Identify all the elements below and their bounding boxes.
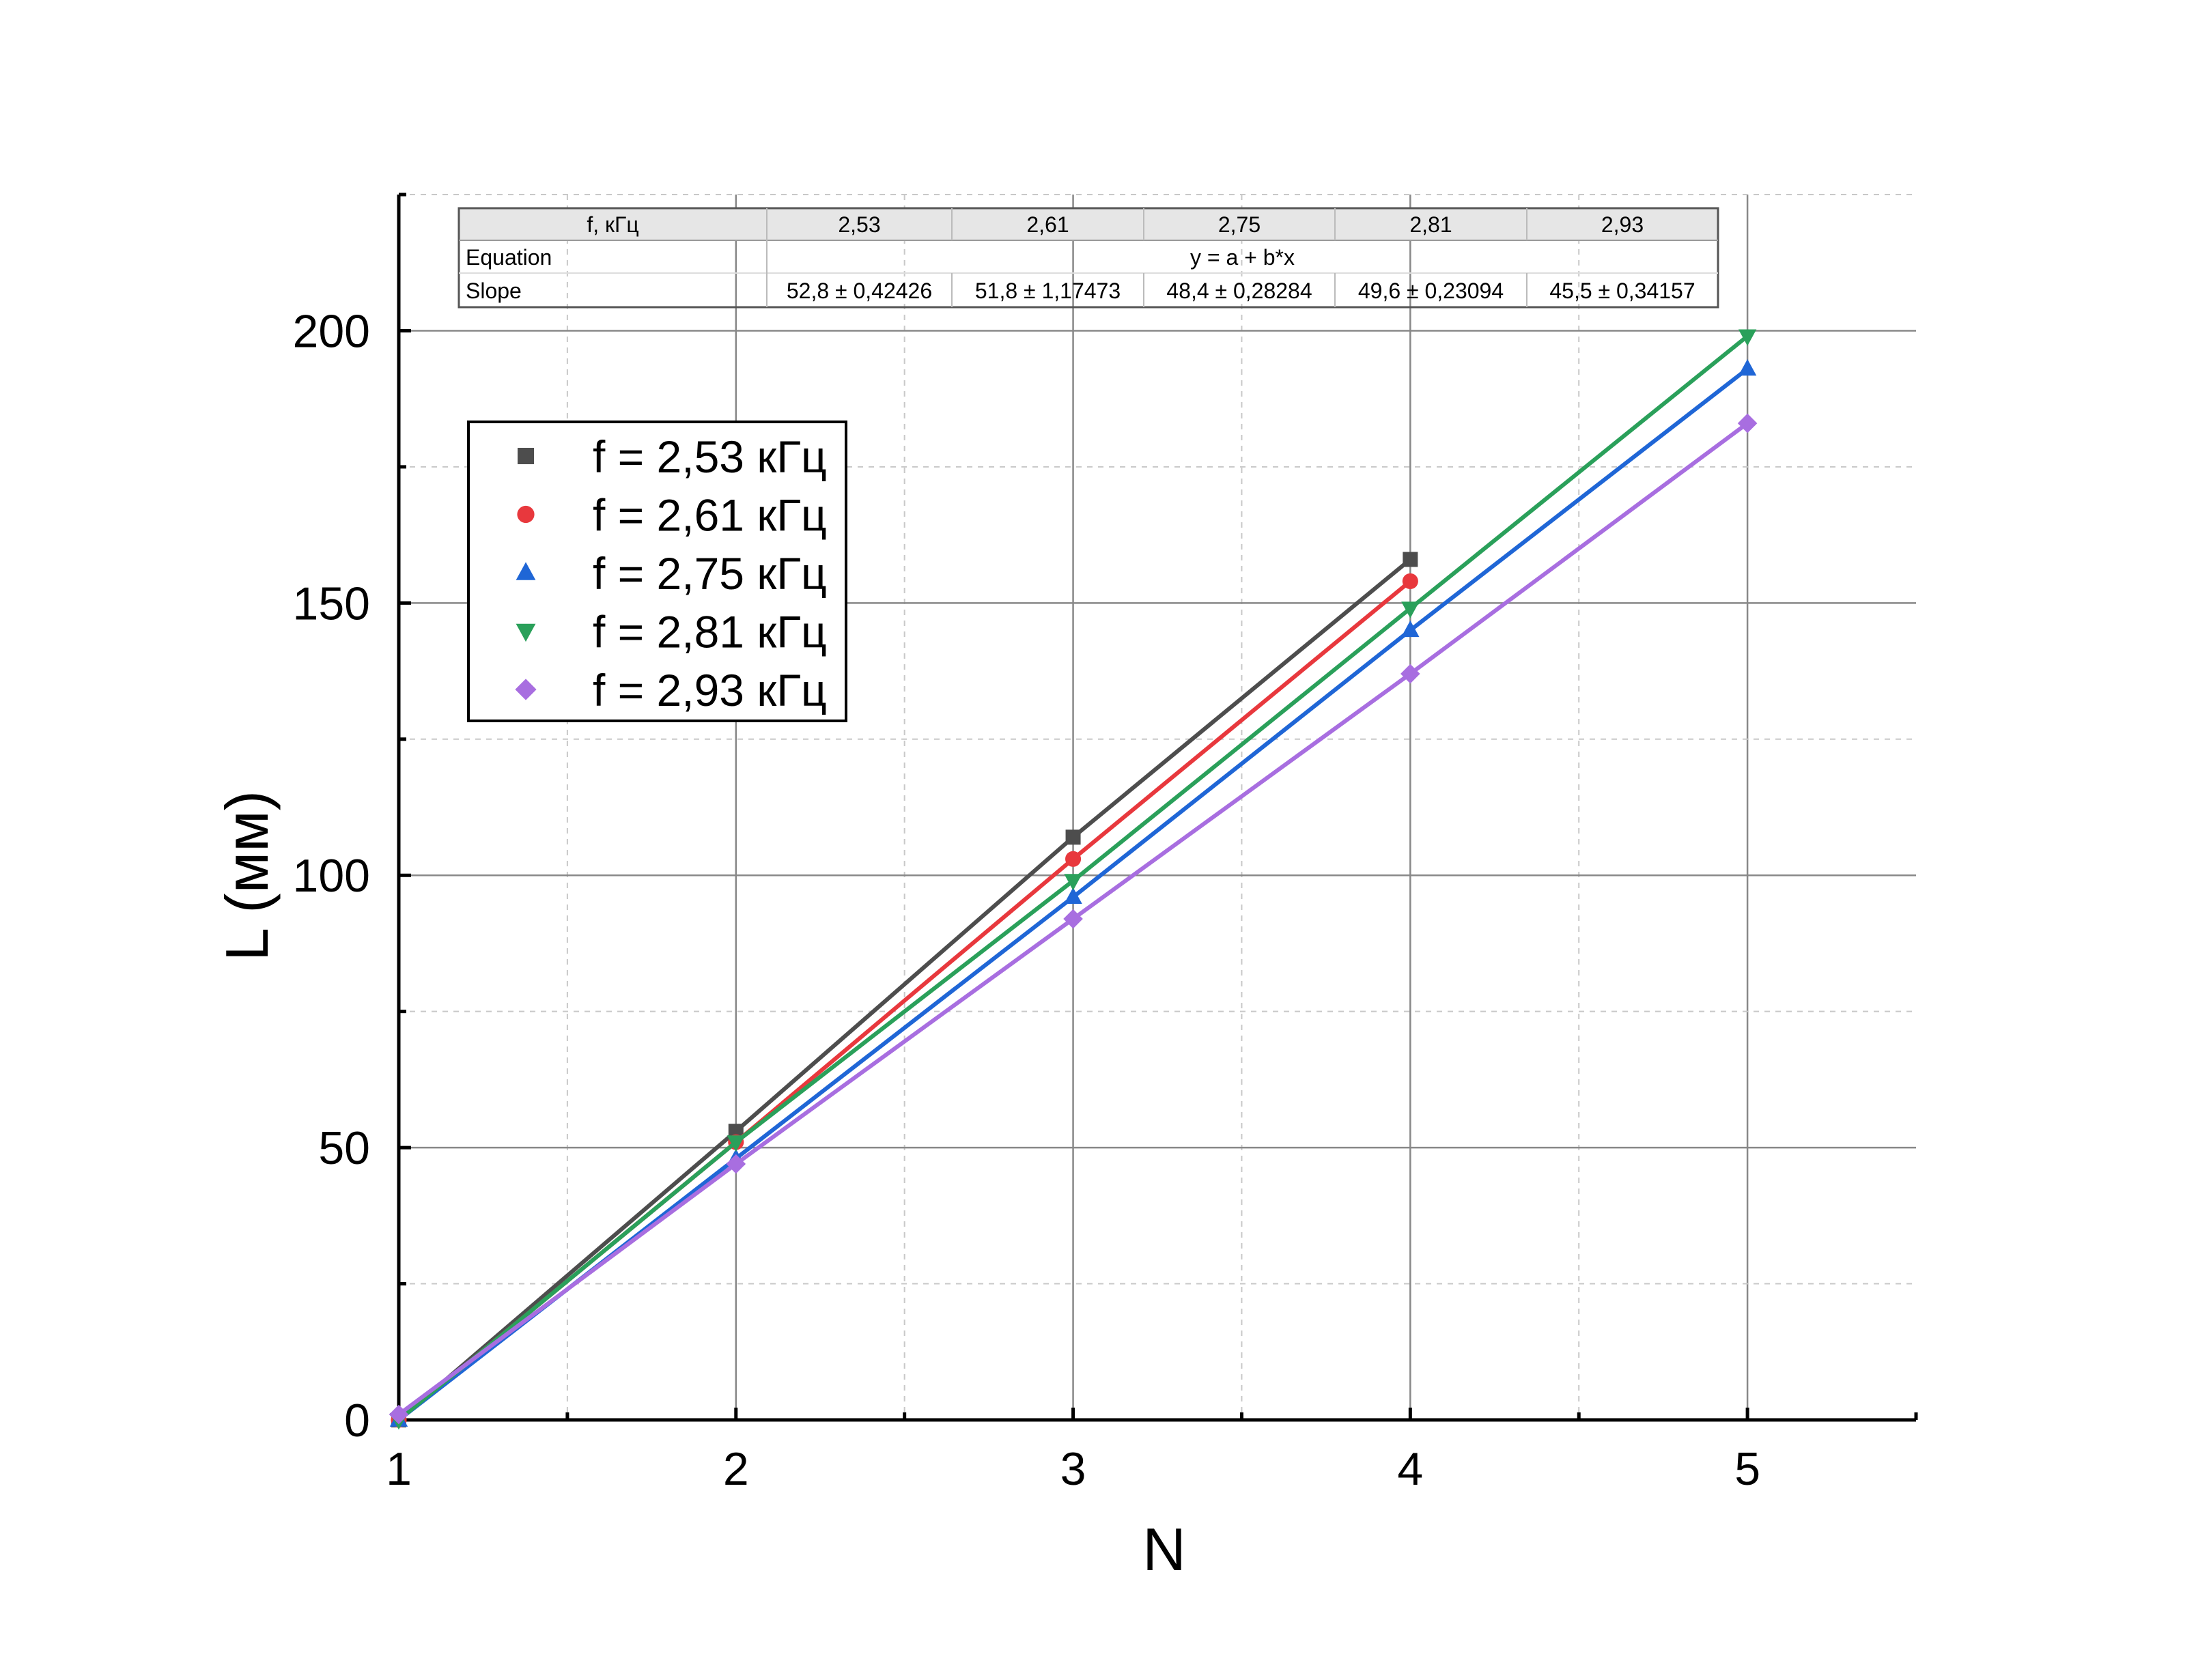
legend-marker (517, 506, 534, 523)
y-tick-label: 100 (293, 850, 370, 902)
legend-label: f = 2,93 кГц (593, 665, 827, 715)
data-point (1065, 851, 1081, 867)
x-tick-label: 3 (1060, 1443, 1086, 1495)
y-tick-label: 200 (293, 305, 370, 357)
grid-lines (399, 195, 1916, 1420)
legend-label: f = 2,53 кГц (593, 431, 827, 482)
y-tick-label: 0 (344, 1395, 370, 1447)
data-point (1066, 829, 1081, 844)
fit-table-equation: y = a + b*x (1190, 245, 1295, 270)
x-tick-label: 2 (723, 1443, 749, 1495)
x-tick-label: 4 (1397, 1443, 1423, 1495)
fit-table-slope-cell: 49,6 ± 0,23094 (1358, 279, 1504, 303)
fit-table-slope-cell: 52,8 ± 0,42426 (787, 279, 932, 303)
x-axis-title: N (1142, 1515, 1186, 1583)
fit-table-slope-cell: 48,4 ± 0,28284 (1166, 279, 1312, 303)
legend-label: f = 2,81 кГц (593, 607, 827, 657)
y-tick-label: 150 (293, 578, 370, 629)
fit-table-header-bg (459, 208, 1718, 240)
fit-table-header-cell: f, кГц (587, 212, 638, 237)
data-point (1738, 359, 1756, 375)
fit-table-equation-label: Equation (466, 245, 552, 270)
legend-marker (518, 448, 534, 464)
legend-label: f = 2,75 кГц (593, 548, 827, 599)
fit-table-header-cell: 2,81 (1409, 212, 1452, 237)
fit-table-header-cell: 2,53 (838, 212, 880, 237)
x-tick-label: 1 (386, 1443, 412, 1495)
fit-table-slope-label: Slope (466, 279, 522, 303)
data-point (1403, 552, 1418, 567)
fit-results-table: f, кГц 2,53 2,61 2,75 2,81 2,93 Equation y = a … (459, 208, 1718, 307)
data-point (1403, 573, 1418, 589)
legend: f = 2,53 кГц f = 2,61 кГц f = 2,75 кГц f = … (468, 422, 846, 721)
fit-table-header-cell: 2,75 (1218, 212, 1261, 237)
y-tick-label: 50 (318, 1122, 370, 1174)
y-axis-title: L (мм) (213, 791, 281, 961)
fit-table-slope-cell: 45,5 ± 0,34157 (1549, 279, 1695, 303)
fit-table-header-cell: 2,61 (1026, 212, 1069, 237)
legend-label: f = 2,61 кГц (593, 490, 827, 541)
fit-table-header-cell: 2,93 (1601, 212, 1644, 237)
x-tick-label: 5 (1734, 1443, 1760, 1495)
fit-table-slope-cell: 51,8 ± 1,17473 (975, 279, 1121, 303)
